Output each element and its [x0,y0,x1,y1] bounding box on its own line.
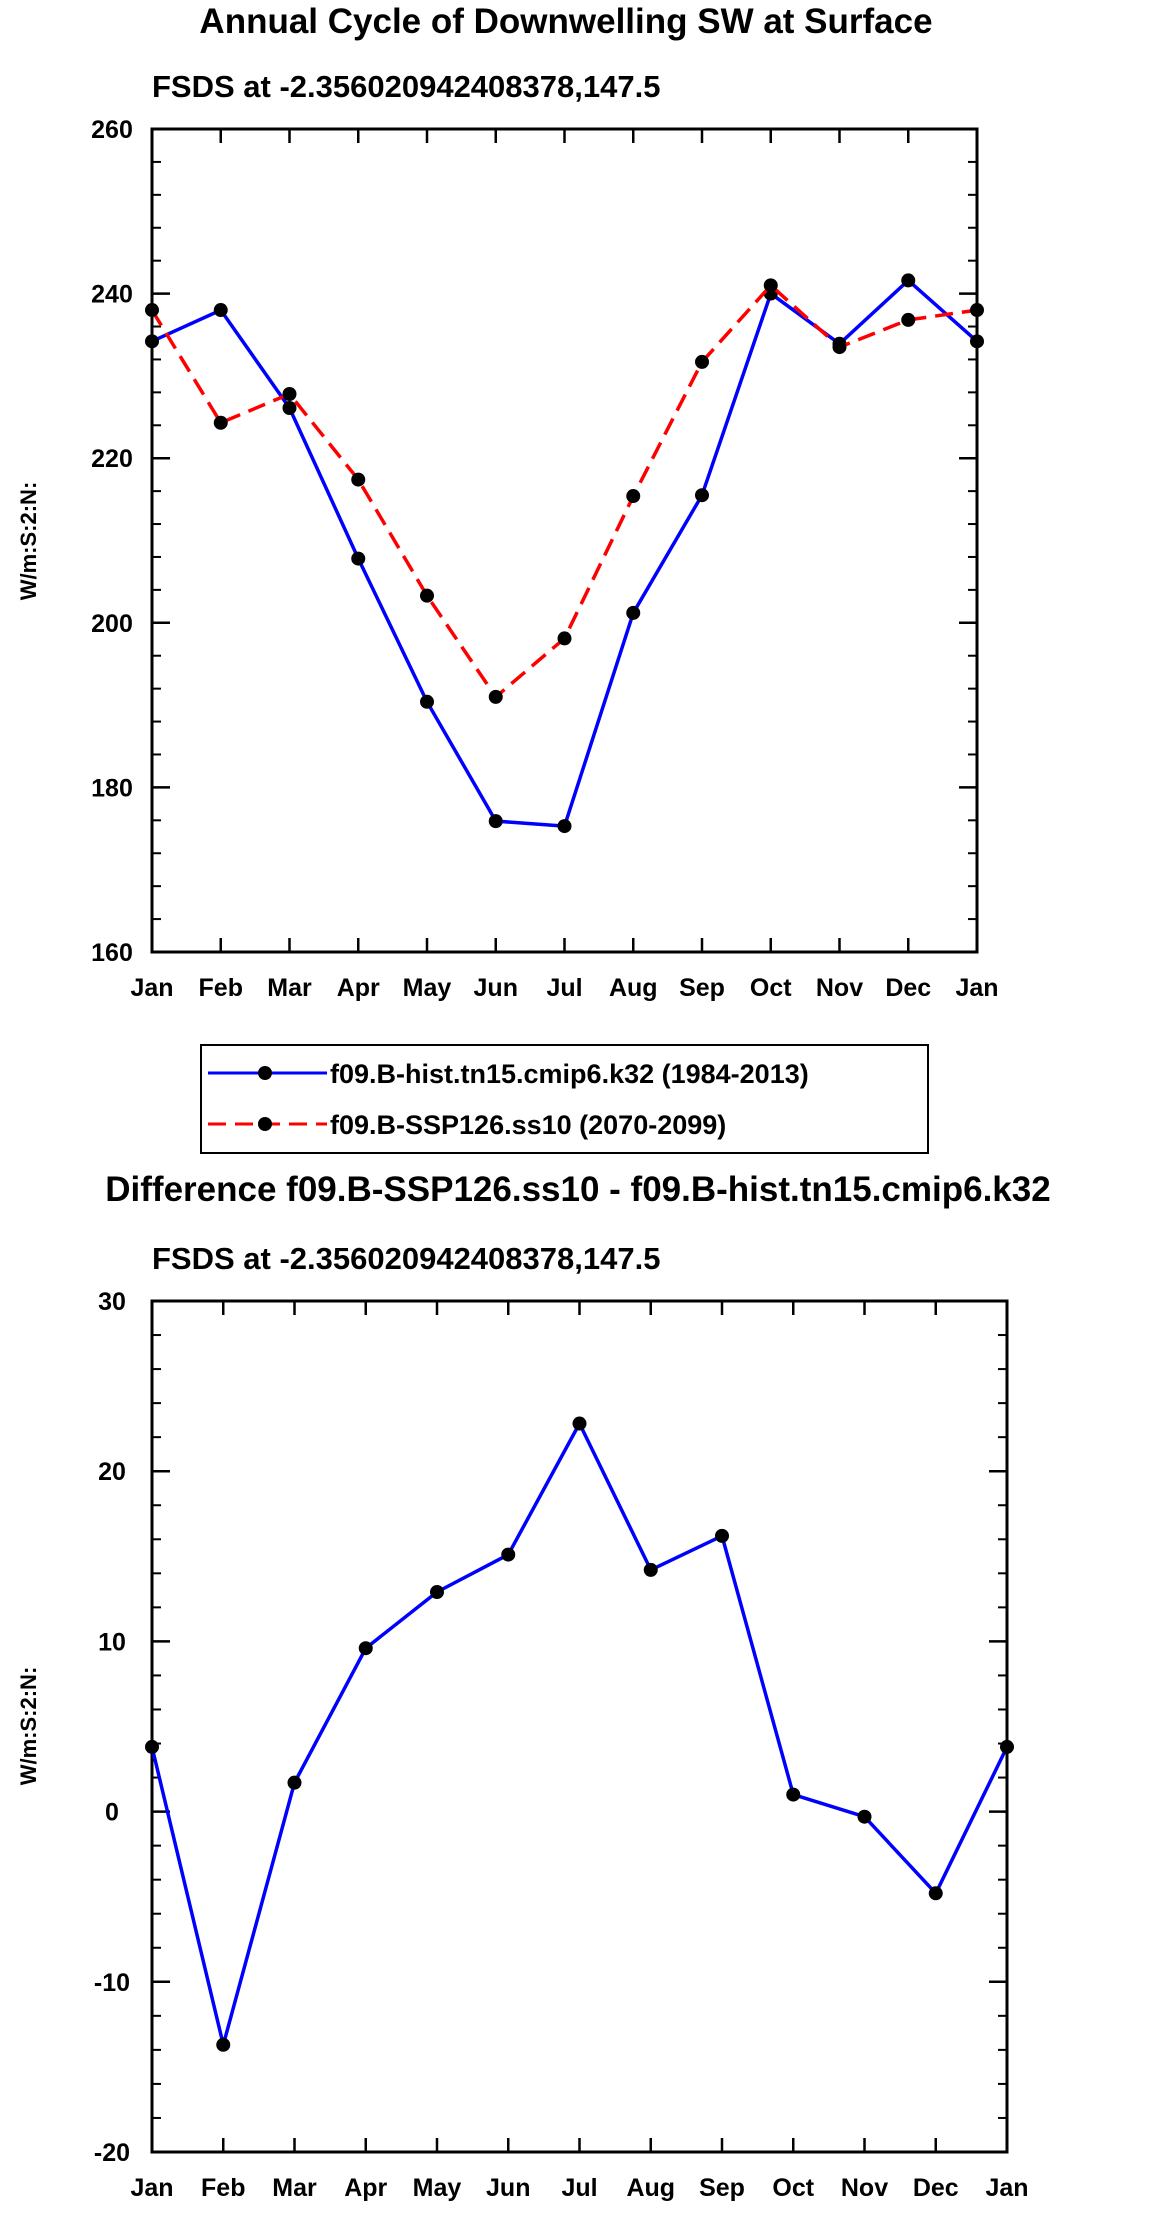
chart1-ytick-label: 180 [91,774,133,802]
chart1-xtick-label: Aug [609,974,658,1002]
chart2-xtick-label: Aug [626,2174,675,2202]
chart2-series-0-point [928,1886,943,1901]
chart1-xtick-label: Apr [337,974,380,1002]
chart2-title: Difference f09.B-SSP126.ss10 - f09.B-his… [105,1170,1050,1209]
chart2-ylabel: W/m:S:2:N: [16,1667,41,1786]
chart1-series-1-point [351,472,366,487]
legend-marker-ssp [258,1117,272,1131]
chart1-plot: Jan Feb Mar Apr May Jun Jul Aug Sep Oct Nov Dec Jan 1… [91,116,998,1002]
chart2-series-0-line [150,1421,1009,2047]
chart1-series-1-point [420,588,434,603]
chart1-series-0-point [420,694,434,709]
chart2-ytick-label: 20 [98,1458,126,1486]
chart2-xtick-label: Jan [985,2174,1028,2202]
chart2-plot: Jan Feb Mar Apr May Jun Jul Aug Sep Oct Nov Dec Jan-… [94,1288,1029,2202]
chart1-xtick-label: Sep [679,974,725,1002]
chart2-xtick-label: Sep [699,2174,745,2202]
legend-label-ssp: f09.B-SSP126.ss10 (2070-2099) [330,1110,726,1140]
chart1-title: Annual Cycle of Downwelling SW at Surfac… [199,2,932,41]
chart2-ytick-label: -20 [94,2139,130,2167]
chart1-series-0-point [695,488,709,503]
chart2-ytick-label: -10 [94,1969,130,1997]
chart1-xtick-label: Dec [885,974,931,1002]
chart2-series-0-point [145,1739,159,1754]
chart1-ytick-label: 160 [91,939,133,967]
chart2-xtick-label: Apr [344,2174,387,2202]
chart1-series-1-point [695,354,709,369]
chart1-series-1-point [488,689,503,704]
chart2-series-0-point [857,1809,872,1824]
chart1-series-1-point [626,489,641,504]
chart2-series-0-point [572,1416,587,1431]
chart2-xtick-label: Jan [130,2174,173,2202]
chart2-xtick-label: Oct [772,2174,814,2202]
chart1-series-0-point [970,334,984,349]
chart1-ytick-label: 260 [91,116,133,144]
chart1-series-1-point [213,415,228,430]
chart1-series-0-point [557,819,572,834]
chart1-series-1-point [763,278,778,293]
chart1-series-1-point [832,340,847,355]
chart1-xtick-label: Jan [130,974,173,1002]
chart1-series-0-point [145,334,159,349]
chart2-series-0-point [643,1562,658,1577]
chart1-ytick-label: 240 [91,281,133,309]
chart1-xtick-label: Mar [267,974,312,1002]
chart2-series-0-point [287,1775,302,1790]
legend-box [200,1044,929,1154]
chart2-ytick-label: 30 [98,1288,126,1316]
chart2-xtick-label: Jul [561,2174,597,2202]
chart1-xtick-label: Oct [750,974,792,1002]
legend: f09.B-hist.tn15.cmip6.k32 (1984-2013) f0… [200,1044,929,1154]
chart1-xtick-label: Feb [199,974,243,1002]
chart1-series-1-point [970,303,984,318]
chart1-xtick-label: Jun [474,974,518,1002]
chart2-series-0-point [1000,1739,1014,1754]
chart1-series-0-line [151,278,979,828]
chart1-ytick-label: 200 [91,610,133,638]
chart1-xtick-label: Nov [816,974,863,1002]
chart1-series-1-point [145,303,159,318]
chart1-xtick-label: Jul [546,974,582,1002]
chart2-xtick-label: May [413,2174,462,2202]
chart2-series-0-point [216,2037,231,2052]
chart2-xtick-label: Feb [201,2174,245,2202]
chart2-series-0-point [501,1547,516,1562]
chart1-series-0-point [488,814,503,829]
chart1-series-0-point [626,605,641,620]
chart2-xtick-label: Nov [841,2174,888,2202]
chart1-series-0-point [213,303,228,318]
chart2-xtick-label: Jun [486,2174,530,2202]
chart2-ytick-label: 10 [98,1628,126,1656]
legend-marker-hist [258,1066,272,1080]
chart2-series-0-point [715,1528,729,1543]
chart1-series-0-point [901,273,916,288]
chart1-series-0-point [351,551,366,566]
chart1-subtitle: FSDS at -2.356020942408378,147.5 [152,69,660,104]
chart1-series-0-point [282,400,297,415]
chart1-series-1-point [557,631,572,646]
chart1-series-1-point [282,387,297,402]
chart2-xtick-label: Mar [272,2174,317,2202]
chart2-series-0-point [358,1641,373,1656]
chart1-ytick-label: 220 [91,445,133,473]
chart2-xtick-label: Dec [913,2174,959,2202]
chart2-series-0-point [430,1585,444,1600]
chart2-subtitle: FSDS at -2.356020942408378,147.5 [152,1241,660,1276]
chart1-series-1-point [901,312,916,327]
legend-label-hist: f09.B-hist.tn15.cmip6.k32 (1984-2013) [330,1059,809,1089]
chart1-xtick-label: May [403,974,452,1002]
chart2-series-0-point [786,1787,801,1802]
chart1-xtick-label: Jan [955,974,998,1002]
chart1-ylabel: W/m:S:2:N: [16,482,41,601]
chart2-ytick-label: 0 [105,1799,119,1827]
